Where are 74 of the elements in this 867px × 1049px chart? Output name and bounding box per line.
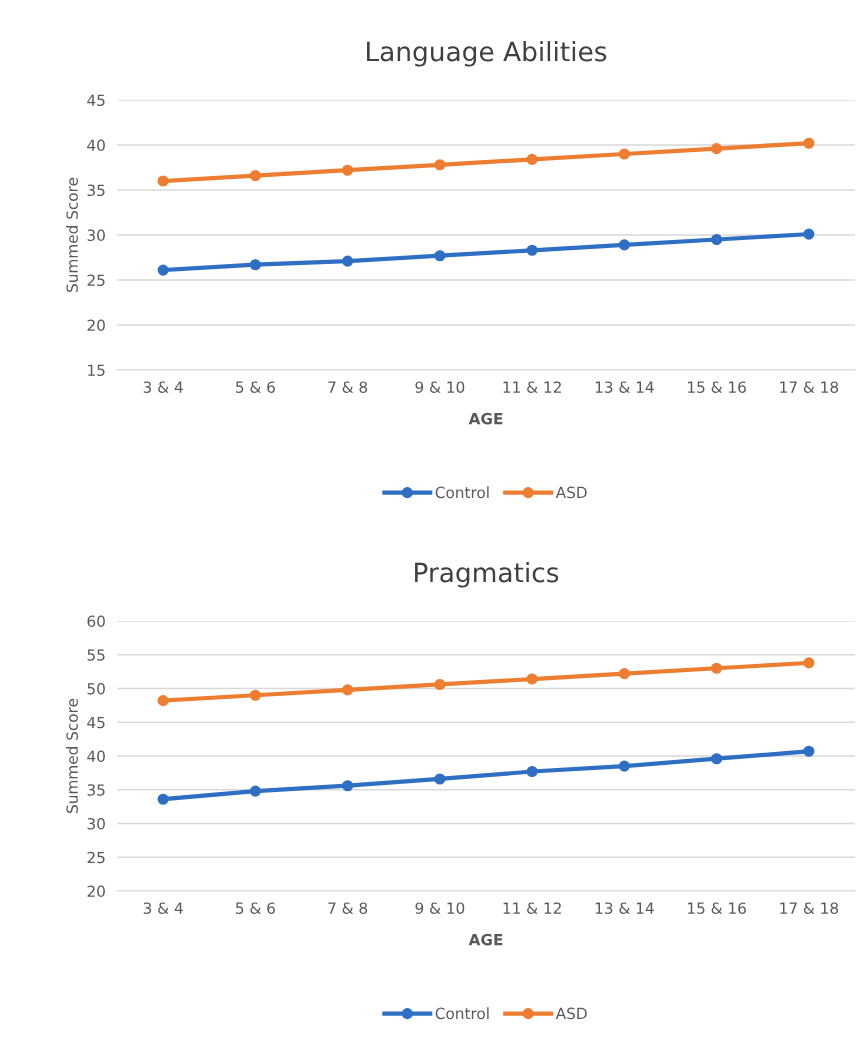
point bbox=[249, 689, 261, 701]
point bbox=[803, 657, 815, 669]
x-tick-label: 9 & 10 bbox=[415, 902, 465, 914]
y-tick-label: 35 bbox=[87, 784, 105, 796]
point bbox=[526, 153, 538, 165]
x-tick-label: 11 & 12 bbox=[503, 902, 561, 914]
y-tick-label: 50 bbox=[87, 682, 105, 695]
x-tick-label: 15 & 16 bbox=[688, 381, 746, 393]
point bbox=[618, 760, 630, 772]
point bbox=[618, 148, 630, 160]
chart-title: Pragmatics bbox=[415, 562, 559, 588]
point bbox=[434, 250, 446, 262]
y-tick-label: 60 bbox=[87, 615, 105, 628]
point bbox=[249, 259, 261, 271]
point bbox=[342, 684, 354, 696]
x-tick-label: 15 & 16 bbox=[688, 902, 746, 914]
y-tick-label: 25 bbox=[87, 274, 105, 287]
legend-label: Control bbox=[435, 1007, 489, 1020]
point bbox=[711, 662, 723, 674]
y-tick-label: 45 bbox=[87, 716, 105, 729]
point bbox=[157, 793, 169, 805]
y-tick-label: 15 bbox=[88, 364, 105, 377]
y-tick-label: 40 bbox=[87, 139, 105, 152]
y-tick-label: 30 bbox=[87, 229, 105, 242]
x-tick-label: 9 & 10 bbox=[415, 381, 465, 393]
point bbox=[157, 264, 169, 276]
point bbox=[434, 159, 446, 171]
y-tick-label: 20 bbox=[87, 319, 105, 332]
point bbox=[157, 695, 169, 707]
point bbox=[618, 239, 630, 251]
x-tick-label: 17 & 18 bbox=[780, 902, 839, 914]
point bbox=[342, 164, 354, 176]
x-tick-label: 3 & 4 bbox=[143, 381, 183, 393]
point bbox=[803, 745, 815, 757]
legend-label: Control bbox=[435, 486, 489, 499]
x-tick-label: 5 & 6 bbox=[236, 902, 275, 914]
point bbox=[711, 143, 723, 155]
x-tick-label: 5 & 6 bbox=[236, 381, 275, 393]
point bbox=[342, 255, 354, 267]
point bbox=[249, 170, 261, 182]
y-tick-label: 30 bbox=[87, 817, 105, 830]
legend-label: ASD bbox=[555, 1007, 587, 1020]
point bbox=[526, 765, 538, 778]
legend-label: ASD bbox=[555, 486, 587, 499]
y-tick-label: 25 bbox=[87, 851, 105, 864]
point bbox=[803, 137, 815, 149]
x-tick-label: 13 & 14 bbox=[595, 381, 654, 393]
point bbox=[711, 233, 723, 246]
y-tick-label: 35 bbox=[87, 184, 105, 197]
y-axis-title: Summed Score bbox=[66, 177, 78, 292]
x-axis-title: AGE bbox=[468, 933, 503, 946]
point bbox=[618, 668, 630, 680]
y-tick-label: 45 bbox=[87, 94, 105, 107]
y-axis-title: Summed Score bbox=[66, 698, 78, 813]
point bbox=[711, 753, 723, 765]
x-tick-label: 7 & 8 bbox=[328, 381, 368, 393]
x-axis-title: AGE bbox=[468, 412, 503, 425]
y-tick-label: 40 bbox=[87, 750, 105, 763]
x-tick-label: 17 & 18 bbox=[780, 381, 839, 393]
x-tick-label: 13 & 14 bbox=[595, 902, 654, 914]
point bbox=[526, 244, 538, 256]
x-tick-label: 11 & 12 bbox=[503, 381, 561, 393]
point bbox=[249, 785, 261, 797]
point bbox=[526, 673, 538, 685]
point bbox=[157, 175, 169, 187]
y-tick-label: 20 bbox=[87, 885, 105, 898]
y-tick-label: 55 bbox=[87, 649, 105, 661]
x-tick-label: 7 & 8 bbox=[328, 902, 368, 914]
x-tick-label: 3 & 4 bbox=[143, 902, 183, 914]
point bbox=[434, 678, 446, 691]
chart-title: Language Abilities bbox=[367, 41, 607, 67]
point bbox=[434, 773, 446, 785]
point bbox=[803, 228, 815, 240]
point bbox=[342, 780, 354, 792]
